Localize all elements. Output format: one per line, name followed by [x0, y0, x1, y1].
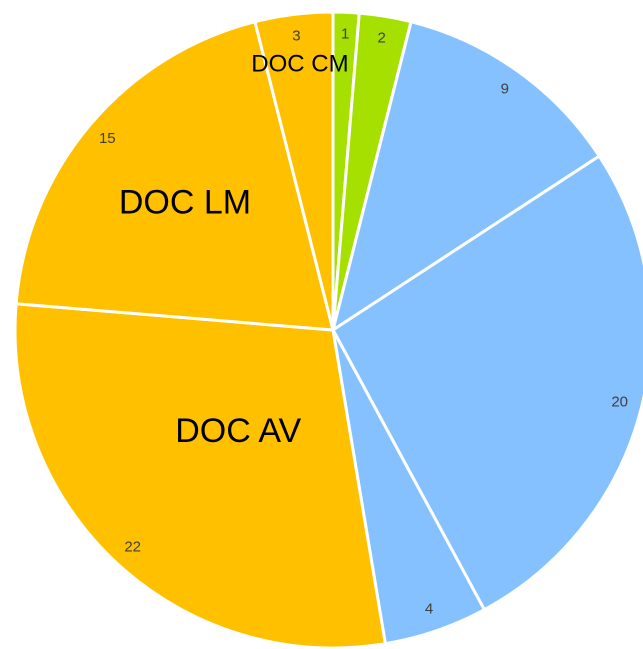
value-label: 2: [378, 29, 386, 46]
category-label: DOC AV: [175, 412, 301, 450]
pie-slice: [330, 19, 602, 334]
value-label: 1: [341, 25, 349, 42]
value-label: 3: [292, 27, 300, 44]
pie-slice: [13, 302, 388, 649]
value-label: 4: [425, 601, 433, 618]
value-label: 22: [124, 539, 141, 556]
value-label: 20: [611, 394, 628, 411]
pie-slice: [14, 19, 335, 332]
pie-slice: [253, 10, 335, 331]
value-label: 15: [99, 130, 116, 147]
value-label: 9: [501, 80, 509, 97]
category-label: DOC CM: [251, 50, 348, 77]
category-label: DOC LM: [119, 184, 251, 222]
pie-slice: [331, 153, 643, 612]
